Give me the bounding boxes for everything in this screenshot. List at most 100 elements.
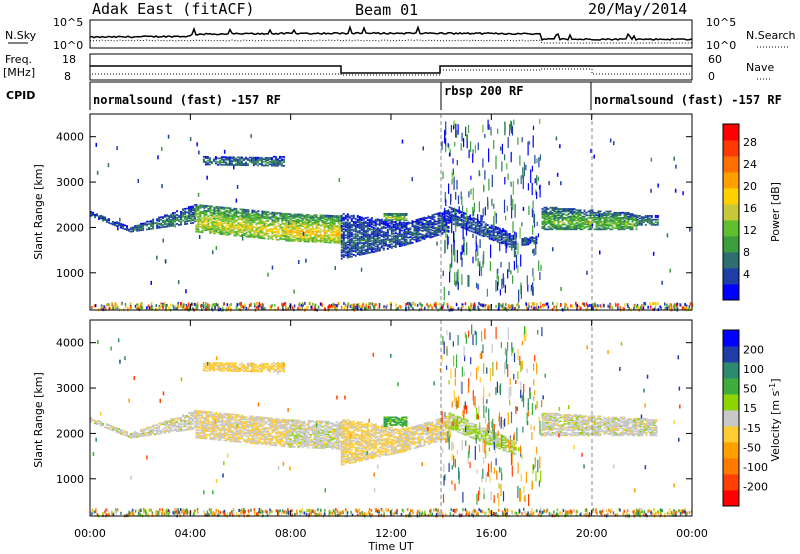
heatmap-cell — [486, 229, 489, 232]
heatmap-cell — [245, 235, 248, 238]
heatmap-cell — [575, 222, 578, 224]
heatmap-cell — [551, 223, 554, 226]
heatmap-cell — [264, 159, 267, 162]
heatmap-cell — [136, 433, 139, 436]
heatmap-cell — [352, 241, 355, 244]
heatmap-cell — [410, 304, 413, 308]
heatmap-cell — [224, 156, 227, 159]
heatmap-cell — [472, 256, 474, 264]
heatmap-cell — [344, 224, 347, 226]
heatmap-cell — [370, 240, 373, 242]
heatmap-cell — [325, 240, 328, 242]
heatmap-cell — [545, 211, 548, 214]
heatmap-cell — [615, 225, 618, 228]
heatmap-cell — [382, 227, 385, 229]
heatmap-cell — [231, 215, 234, 218]
heatmap-cell — [468, 229, 471, 232]
heatmap-cell — [394, 246, 397, 248]
heatmap-cell — [321, 237, 324, 240]
heatmap-cell — [247, 216, 250, 219]
heatmap-cell — [445, 215, 448, 217]
heatmap-cell — [102, 215, 104, 218]
heatmap-cell — [311, 238, 314, 241]
heatmap-cell — [460, 218, 463, 221]
heatmap-cell — [240, 156, 243, 159]
heatmap-cell — [510, 151, 512, 163]
heatmap-cell — [603, 222, 606, 224]
heatmap-cell — [395, 303, 397, 307]
heatmap-cell — [313, 214, 316, 216]
heatmap-cell — [140, 224, 143, 226]
heatmap-cell — [225, 227, 228, 230]
heatmap-cell — [366, 242, 369, 244]
heatmap-cell — [386, 223, 389, 226]
heatmap-cell — [281, 230, 284, 233]
heatmap-cell — [280, 156, 283, 158]
heatmap-cell — [285, 232, 288, 234]
heatmap-cell — [507, 173, 509, 180]
heatmap-cell — [439, 215, 442, 218]
heatmap-cell — [152, 220, 155, 222]
heatmap-cell — [384, 244, 387, 247]
heatmap-cell — [150, 222, 153, 225]
heatmap-cell — [277, 212, 280, 215]
heatmap-cell — [561, 213, 564, 215]
heatmap-cell — [227, 211, 230, 213]
heatmap-cell — [331, 234, 334, 236]
heatmap-cell — [94, 421, 96, 423]
heatmap-cell — [335, 239, 338, 242]
heatmap-cell — [343, 306, 346, 310]
heatmap-cell — [354, 218, 357, 220]
heatmap-cell — [435, 232, 438, 234]
heatmap-cell — [411, 234, 414, 237]
heatmap-cell — [415, 221, 418, 224]
heatmap-cell — [374, 250, 377, 253]
heatmap-cell — [376, 246, 379, 249]
heatmap-cell — [449, 149, 451, 156]
heatmap-cell — [356, 231, 359, 234]
heatmap-cell — [625, 213, 628, 215]
heatmap-cell — [373, 306, 375, 310]
nsky-trace — [89, 24, 693, 42]
heatmap-cell — [242, 159, 245, 161]
heatmap-cell — [559, 228, 562, 231]
heatmap-cell — [607, 211, 610, 214]
heatmap-cell — [366, 245, 369, 248]
heatmap-cell — [215, 209, 218, 212]
heatmap-cell — [500, 234, 503, 237]
heatmap-cell — [374, 242, 377, 245]
heatmap-cell — [168, 219, 171, 221]
heatmap-cell — [374, 245, 377, 248]
heatmap-cell — [405, 242, 408, 245]
heatmap-cell — [256, 305, 258, 309]
heatmap-cell — [214, 158, 217, 161]
heatmap-cell — [281, 212, 284, 215]
heatmap-cell — [508, 236, 511, 239]
heatmap-cell — [504, 231, 507, 234]
heatmap-cell — [251, 217, 254, 220]
heatmap-cell — [435, 233, 438, 236]
heatmap-cell — [472, 306, 475, 310]
heatmap-cell — [356, 226, 359, 229]
heatmap-cell — [152, 432, 155, 435]
heatmap-cell — [228, 164, 231, 166]
heatmap-cell — [477, 214, 479, 223]
heatmap-cell — [358, 232, 361, 235]
heatmap-cell — [570, 304, 572, 308]
heatmap-cell — [385, 219, 388, 222]
heatmap-cell — [122, 429, 124, 432]
heatmap-cell — [543, 209, 546, 212]
heatmap-cell — [571, 227, 574, 229]
heatmap-cell — [510, 240, 513, 242]
heatmap-cell — [201, 227, 204, 230]
heatmap-cell — [394, 241, 397, 243]
heatmap-cell — [398, 232, 401, 235]
heatmap-cell — [236, 306, 238, 310]
heatmap-cell — [472, 231, 475, 234]
heatmap-cell — [466, 222, 469, 225]
heatmap-cell — [390, 238, 393, 240]
heatmap-cell — [178, 215, 181, 217]
heatmap-cell — [262, 164, 265, 167]
heatmap-cell — [473, 210, 475, 217]
